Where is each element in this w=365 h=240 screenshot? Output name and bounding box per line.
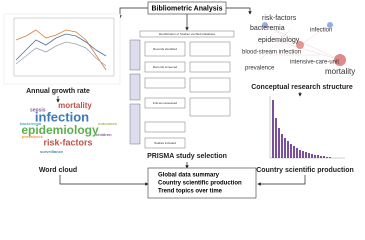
summary-item: Global data summary [158,173,220,179]
node-label: risk-factors [262,15,297,22]
word-cloud: infection epidemiology mortality risk-fa… [20,101,118,154]
summary-item: Trend topics over time [158,189,223,195]
panel-label: Country scientific production [256,167,354,174]
country-chart [269,96,345,159]
word: epidemiology [21,123,99,137]
word: children [96,132,112,137]
panel-label: Word cloud [39,167,77,174]
word: mortality [58,101,92,110]
prisma-text: Records identified [153,47,177,51]
prisma [129,30,235,149]
prisma-text: Studies included [154,141,176,145]
panel-label: Annual growth rate [26,88,90,95]
word: surveillance [40,149,64,154]
title: Bibliometric Analysis [152,5,223,12]
panel-label: PRISMA study selection [147,153,227,160]
growth-chart [3,13,121,85]
word: prevalence [22,134,44,139]
word: bacteremia [20,121,42,126]
arrows [56,7,306,186]
node-label: blood-stream infection [242,50,301,56]
summary-box [147,167,257,199]
prisma-text: Records screened [153,65,178,69]
node-label: infection [310,28,332,34]
node-label: mortality [325,67,355,76]
word: sepsis [30,107,46,113]
panel-label: Conceptual research structure [251,84,353,91]
node-label: bacteremia [250,25,285,32]
word: outcomes [98,121,118,126]
prisma-text: Full-text assessed [153,101,178,105]
node-label: prevalence [245,66,275,72]
node-label: epidemiology [258,37,300,44]
node-label: intensive-care-unit [290,60,339,66]
word: infection [35,109,89,124]
prisma-text: Identification of Studies via Web Databa… [159,32,216,36]
word: risk-factors [43,137,92,147]
summary-item: Country scientific production [158,181,242,187]
figure: Bibliometric Analysis Annual growth rate… [3,1,355,199]
network: risk-factors bacteremia infection epidem… [242,15,355,76]
